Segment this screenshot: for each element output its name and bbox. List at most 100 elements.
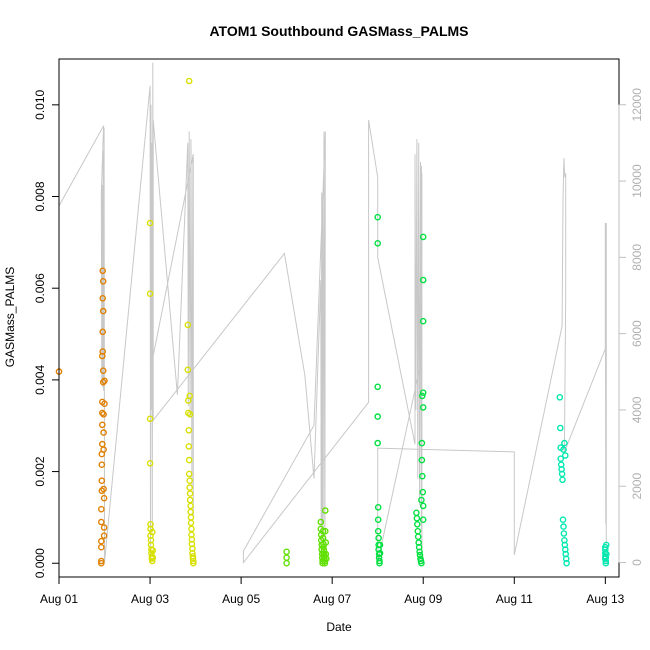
data-point [184,321,192,329]
data-point [321,507,329,514]
data-point [99,378,107,386]
data-point [100,410,107,418]
data-point [283,548,290,556]
chart-title: ATOM1 Southbound GASMass_PALMS [209,23,468,39]
data-point [100,494,108,502]
data-point [414,533,422,541]
data-point [100,532,108,540]
data-point [319,534,327,542]
y-tick-label: 0.006 [33,273,47,303]
x-axis: Aug 01 Aug 03 Aug 05 Aug 07 Aug 09 Aug 11 Aug … [40,576,625,606]
data-point [101,377,108,385]
y-tick-label: 0.002 [33,456,47,486]
data-point [418,456,426,464]
data-point [419,502,427,510]
data-point [416,548,423,556]
data-point [418,392,426,400]
data-point [376,541,384,549]
data-point [413,521,421,528]
data-point [99,328,106,336]
data-point [148,528,156,536]
data-point [419,404,427,411]
data-point [602,557,610,565]
data-point [374,213,382,221]
y-tick-label: 0.010 [33,90,47,120]
data-point [99,348,106,355]
x-tick-label: Aug 07 [313,592,351,606]
data-points [55,77,610,567]
y2-tick-label: 10000 [630,164,644,198]
data-point [185,443,193,450]
data-point [187,508,194,516]
data-point [98,543,105,551]
data-point [419,317,427,325]
data-point [563,559,570,567]
data-point [557,455,565,463]
data-point [99,367,107,375]
data-point [560,523,567,530]
series-5 [556,393,610,567]
data-point [374,413,382,420]
data-point [101,400,108,408]
data-point [186,484,193,491]
data-point [413,509,420,517]
y-axis-label: GASMass_PALMS [3,267,17,367]
data-point [146,219,154,227]
data-point [375,550,383,558]
data-point [187,519,195,527]
data-point [603,550,610,558]
y-tick-label: 0.008 [33,181,47,211]
data-point [376,557,383,565]
x-axis-label: Date [326,620,352,634]
y2-tick-label: 12000 [630,88,644,122]
y-axis: 0.000 0.002 0.004 0.006 0.008 0.010 [33,90,60,578]
data-point [99,294,106,302]
data-point [283,559,290,567]
data-point [186,477,193,485]
data-point [560,446,567,453]
y-tick-label: 0.000 [33,548,47,578]
series-3 [283,507,330,567]
series-2 [146,77,197,567]
data-point [185,426,193,434]
data-point [413,515,421,522]
data-point [321,527,329,535]
data-point [376,559,383,567]
data-point [146,459,154,467]
data-point [99,307,107,315]
series-1 [55,267,108,567]
data-point [98,461,106,469]
plot-box [58,58,620,578]
y2-tick-label: 8000 [630,244,644,271]
data-point [416,551,424,559]
data-point [100,429,107,436]
data-point [187,514,195,521]
data-point [149,554,157,562]
data-point [603,541,610,549]
y2-tick-label: 2000 [630,473,644,500]
data-point [100,524,108,531]
data-point [99,409,106,417]
data-point [374,239,382,247]
data-point [100,446,107,453]
y-tick-label: 0.004 [33,365,47,395]
data-point [602,554,610,562]
data-point [184,366,192,374]
data-point [414,527,422,535]
data-point [419,233,427,241]
altitude-series [58,62,607,564]
data-point [374,383,382,391]
data-point [419,516,427,524]
data-point [556,393,564,401]
data-point [322,555,330,563]
data-point [186,490,194,497]
x-tick-label: Aug 13 [586,592,624,606]
data-point [187,502,194,510]
data-point [98,559,105,567]
data-point [149,547,157,554]
x-tick-label: Aug 01 [40,592,78,606]
data-point [419,389,427,397]
data-point [186,496,194,504]
x-tick-label: Aug 09 [404,592,442,606]
data-point [319,527,327,535]
